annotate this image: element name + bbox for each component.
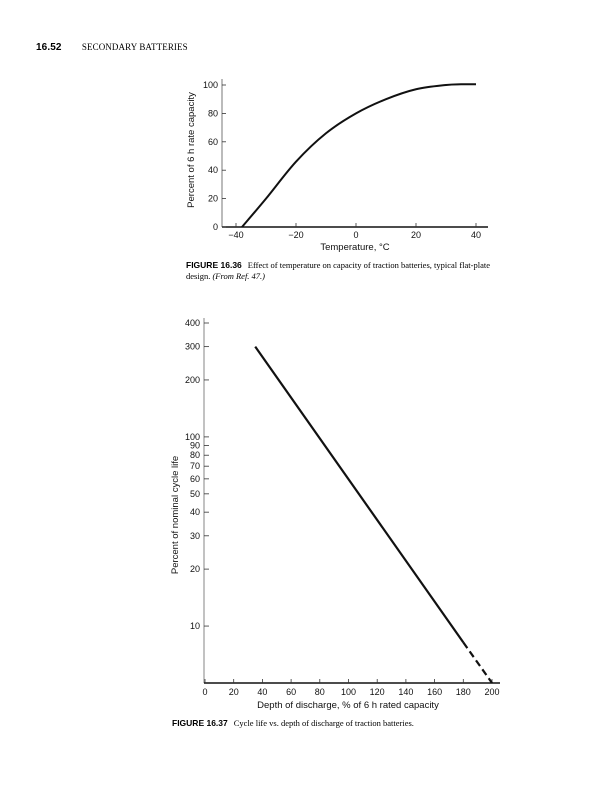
x-tick-label: 40 [257, 687, 267, 697]
y-tick-label: 20 [190, 564, 200, 574]
x-tick-label: 180 [456, 687, 471, 697]
y-tick-label: 400 [185, 318, 200, 328]
x-tick-label: 160 [427, 687, 442, 697]
page-number: 16.52 [36, 42, 62, 53]
extrapolated-dashed-line [462, 641, 493, 684]
y-axis-label: Percent of 6 h rate capacity [186, 92, 197, 208]
y-tick-label: 200 [185, 375, 200, 385]
running-title: SECONDARY BATTERIES [81, 42, 188, 52]
x-tick-label: 0 [353, 230, 358, 240]
y-tick-label: 20 [208, 194, 218, 204]
y-tick-label: 30 [190, 531, 200, 541]
caption-text: Cycle life vs. depth of discharge of tra… [233, 718, 414, 728]
figure-16-36-caption: FIGURE 16.36 Effect of temperature on cap… [186, 260, 490, 282]
x-tick-label: 120 [370, 687, 385, 697]
y-tick-label: 50 [190, 489, 200, 499]
y-tick-label: 60 [190, 474, 200, 484]
figure-label: FIGURE 16.37 [172, 718, 228, 728]
x-tick-label: 40 [471, 230, 481, 240]
x-tick-label: 80 [315, 687, 325, 697]
y-tick-label: 70 [190, 461, 200, 471]
figure-label: FIGURE 16.36 [186, 260, 242, 270]
capacity-curve [241, 83, 477, 228]
x-tick-label: 60 [286, 687, 296, 697]
x-tick-label: −20 [288, 230, 303, 240]
y-tick-label: 80 [208, 108, 218, 118]
y-tick-label: 10 [190, 621, 200, 631]
cycle-life-line [254, 346, 465, 643]
y-tick-label: 40 [190, 507, 200, 517]
x-tick-label: 20 [229, 687, 239, 697]
caption-text: Effect of temperature on capacity of tra… [186, 260, 490, 281]
y-tick-label: 80 [190, 450, 200, 460]
x-tick-label: −40 [228, 230, 243, 240]
y-tick-label: 100 [203, 80, 218, 90]
x-tick-label: 0 [202, 687, 207, 697]
x-axis-label: Depth of discharge, % of 6 h rated capac… [257, 700, 439, 711]
x-axis-label: Temperature, °C [320, 242, 389, 253]
x-tick-label: 100 [341, 687, 356, 697]
figure-16-37-caption: FIGURE 16.37 Cycle life vs. depth of disc… [172, 718, 502, 729]
y-axis-label: Percent of nominal cycle life [170, 456, 181, 574]
y-tick-label: 0 [213, 222, 218, 232]
y-tick-label: 60 [208, 137, 218, 147]
y-tick-label: 40 [208, 165, 218, 175]
caption-source: (From Ref. 47.) [212, 271, 266, 281]
x-tick-label: 140 [398, 687, 413, 697]
y-tick-label: 90 [190, 441, 200, 451]
x-tick-label: 200 [484, 687, 499, 697]
y-tick-label: 300 [185, 342, 200, 352]
x-tick-label: 20 [411, 230, 421, 240]
page-header: 16.52 SECONDARY BATTERIES [36, 42, 188, 53]
y-tick-label: 100 [185, 432, 200, 442]
